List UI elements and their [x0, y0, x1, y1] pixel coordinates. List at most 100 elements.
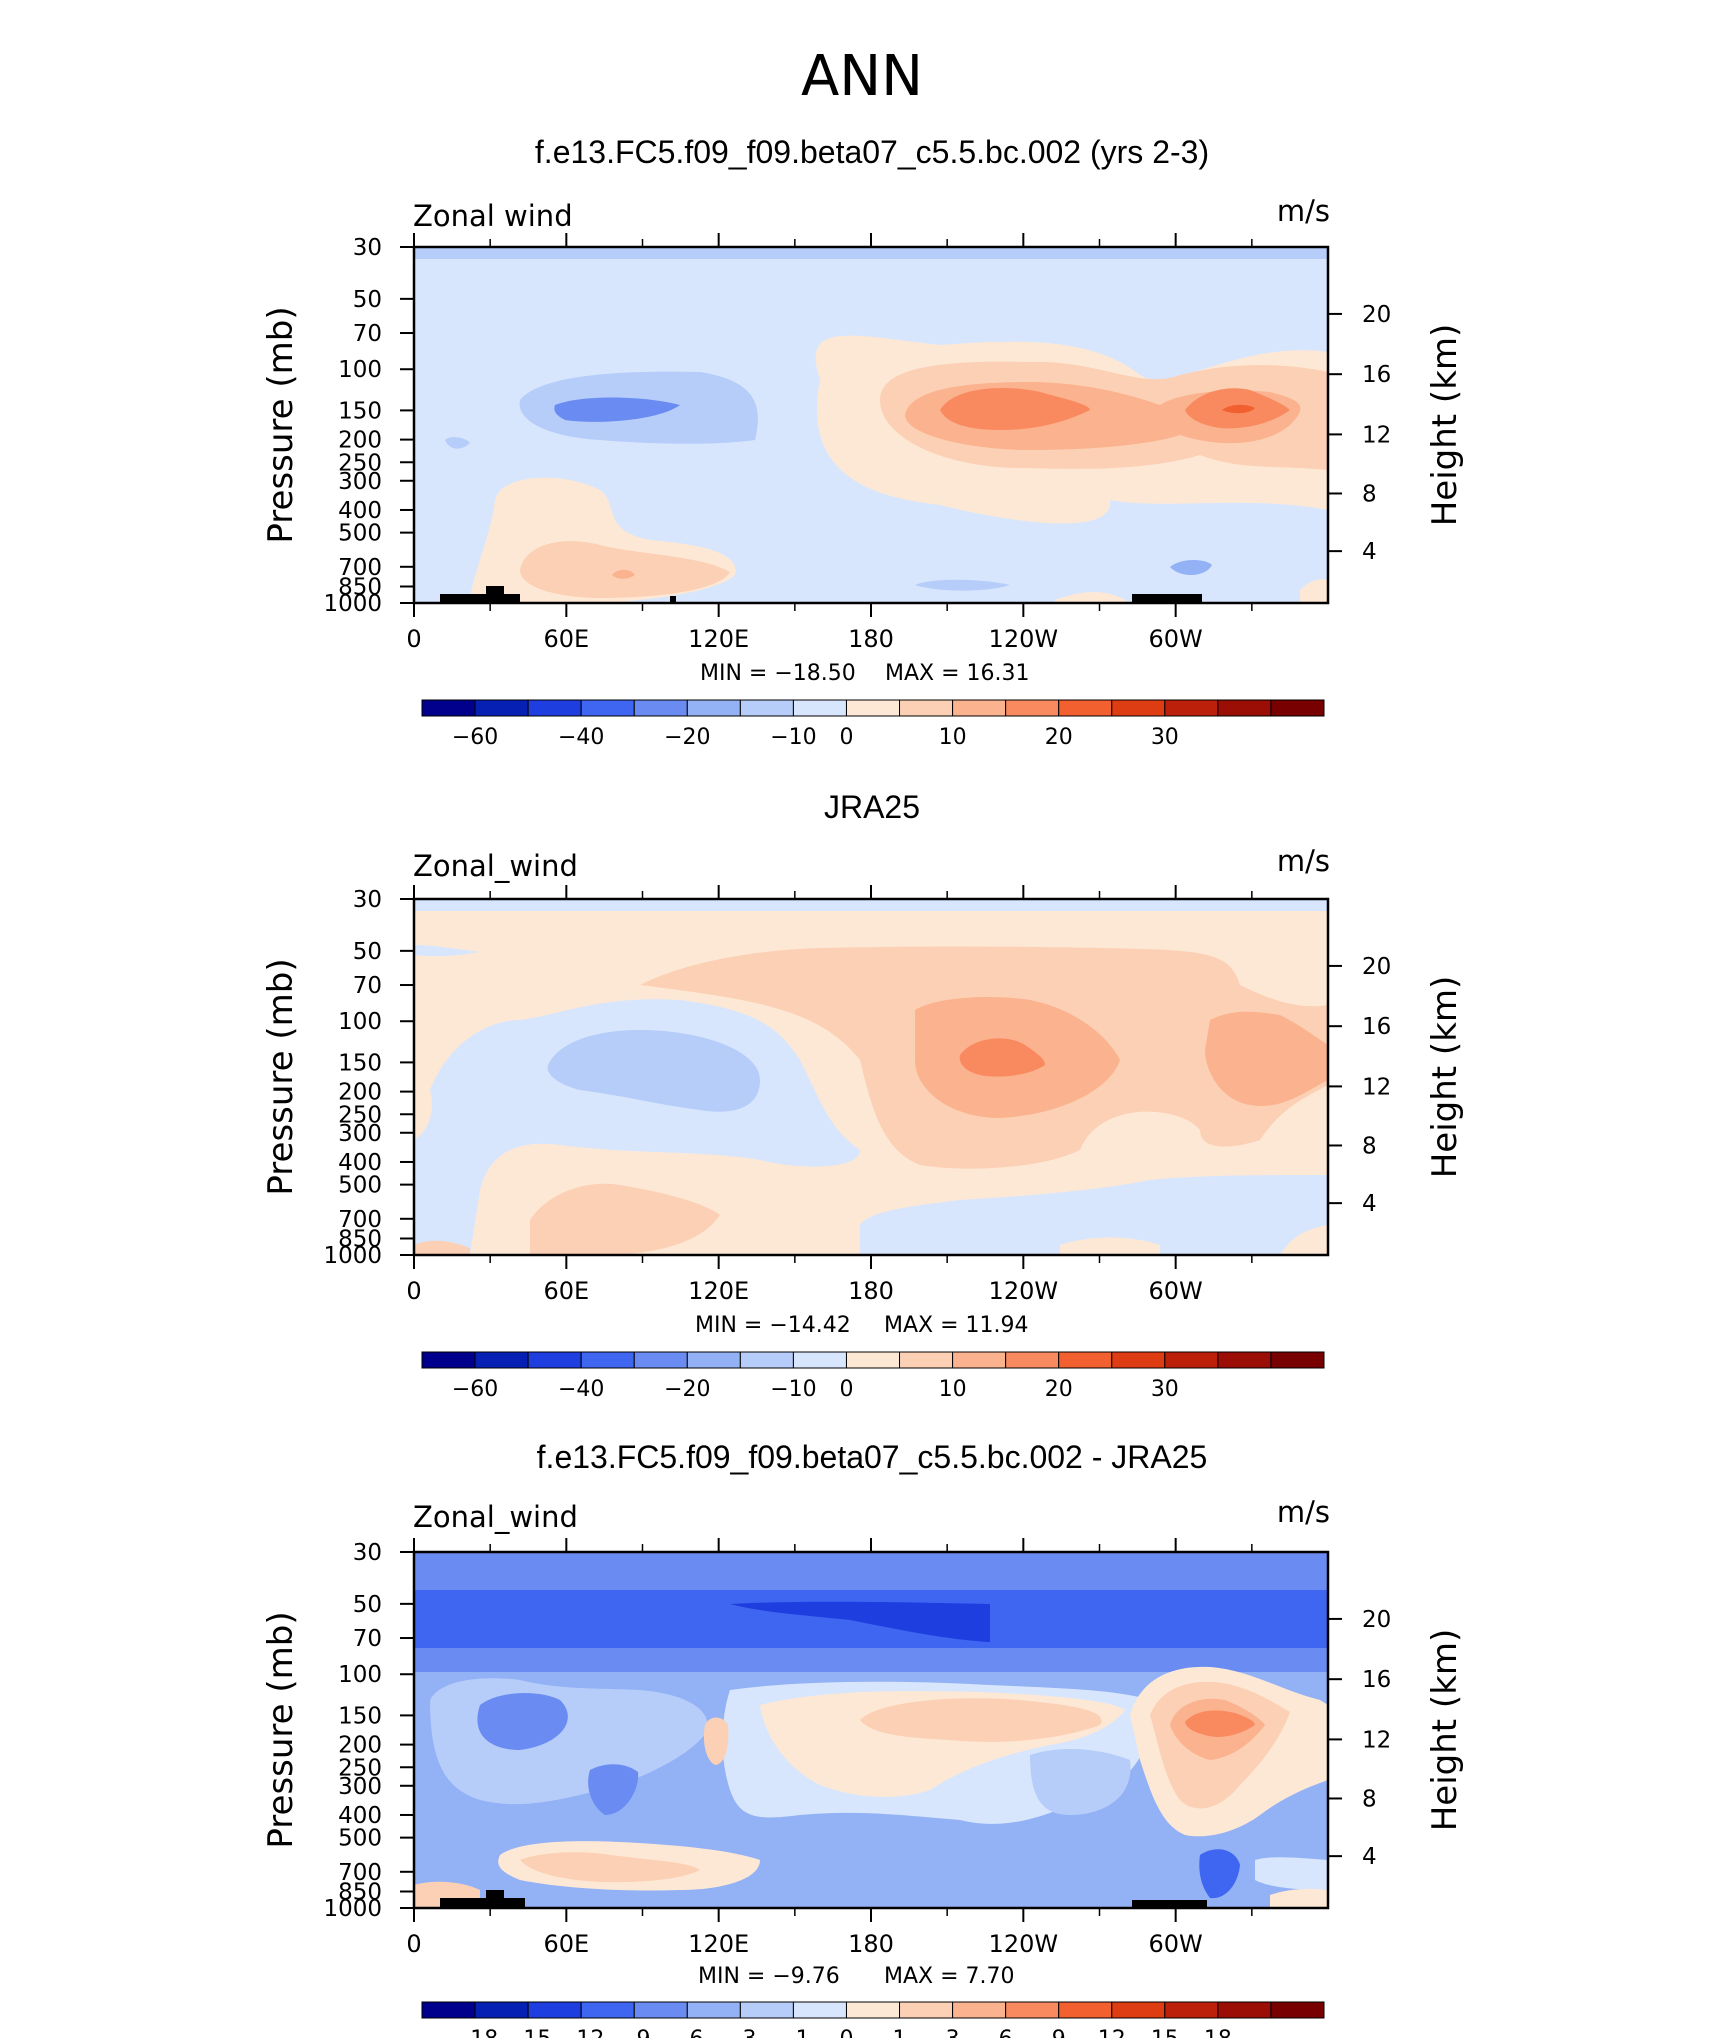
colorbar-swatch	[1270, 699, 1325, 717]
colorbar-tick-label: 9	[1052, 2027, 1066, 2038]
colorbar-swatch	[1058, 699, 1113, 717]
y-tick-label: 1000	[323, 591, 382, 617]
y-tick-label: 100	[338, 1009, 382, 1035]
colorbar-swatch	[1164, 2001, 1219, 2019]
units-label: m/s	[1277, 844, 1330, 878]
colorbar-tick-label: 10	[939, 1377, 967, 1402]
colorbar: −18 −15 −12 −9 −6 −3 −1 0 1 3 6 9 12 15 18	[421, 2001, 1325, 2038]
y-right-tick-label: 16	[1362, 1014, 1391, 1040]
colorbar-tick-label: 12	[1098, 2027, 1126, 2038]
colorbar-swatch	[845, 1351, 901, 1369]
colorbar-swatch	[1217, 1351, 1272, 1369]
y-right-tick-label: 8	[1362, 481, 1377, 507]
panel-observations: JRA25 Zonal_wind m/s 0 60E 120E 180 120W 60W 3…	[261, 789, 1465, 1402]
y-right-tick-label: 12	[1362, 1727, 1391, 1753]
panel-title: JRA25	[824, 789, 920, 825]
units-label: m/s	[1277, 1495, 1330, 1529]
x-tick-label: 60W	[1149, 1930, 1203, 1958]
colorbar-swatch	[580, 2001, 635, 2019]
colorbar-swatch	[1217, 699, 1272, 717]
colorbar-tick-label: −6	[671, 2027, 703, 2038]
y-tick-label: 700	[338, 555, 382, 581]
colorbar-swatch	[1111, 1351, 1166, 1369]
colorbar-swatch	[1111, 2001, 1166, 2019]
y-tick-label: 70	[353, 1626, 382, 1652]
y-tick-label: 100	[338, 1662, 382, 1688]
y-axis-title: Pressure (mb)	[261, 306, 301, 543]
colorbar-swatch	[527, 1351, 582, 1369]
colorbar-swatch	[792, 699, 847, 717]
x-tick-label: 60E	[543, 625, 589, 653]
y-right-axis-title: Height (km)	[1425, 976, 1465, 1179]
colorbar-tick-label: 30	[1151, 725, 1179, 750]
y-right-tick-label: 8	[1362, 1133, 1377, 1159]
colorbar-swatch	[1164, 1351, 1219, 1369]
colorbar-swatch	[421, 2001, 476, 2019]
y-right-tick-label: 16	[1362, 362, 1391, 388]
colorbar-tick-label: −10	[770, 725, 816, 750]
colorbar-swatch	[1005, 2001, 1060, 2019]
y-tick-label: 1000	[323, 1243, 382, 1269]
colorbar-tick-label: 3	[946, 2027, 960, 2038]
colorbar-swatch	[1005, 1351, 1060, 1369]
y-tick-label: 150	[338, 398, 382, 424]
colorbar-swatch	[1270, 2001, 1325, 2019]
variable-label: Zonal wind	[413, 199, 573, 233]
colorbar-swatch	[1111, 699, 1166, 717]
y-tick-label: 30	[353, 235, 382, 261]
x-tick-label: 0	[406, 625, 421, 653]
y-right-tick-label: 20	[1362, 1607, 1391, 1633]
y-right-axis-title: Height (km)	[1425, 1629, 1465, 1832]
colorbar-tick-label: 10	[939, 725, 967, 750]
colorbar-swatch	[1217, 2001, 1272, 2019]
colorbar-swatch	[899, 699, 954, 717]
variable-label: Zonal_wind	[413, 1500, 578, 1534]
y-tick-label: 850	[338, 575, 382, 601]
y-tick-label: 700	[338, 1207, 382, 1233]
colorbar-tick-label: −60	[452, 725, 498, 750]
y-tick-label: 850	[338, 1880, 382, 1906]
colorbar-swatch	[527, 2001, 582, 2019]
y-tick-label: 150	[338, 1050, 382, 1076]
y-tick-label: 70	[353, 973, 382, 999]
y-tick-label: 400	[338, 1150, 382, 1176]
y-tick-label: 1000	[323, 1896, 382, 1922]
y-tick-label: 70	[353, 321, 382, 347]
colorbar-swatch	[1058, 2001, 1113, 2019]
y-right-tick-label: 8	[1362, 1786, 1377, 1812]
panel-model: f.e13.FC5.f09_f09.beta07_c5.5.bc.002 (yr…	[261, 134, 1465, 750]
y-tick-label: 30	[353, 887, 382, 913]
x-tick-label: 180	[848, 1277, 894, 1305]
y-tick-label: 850	[338, 1227, 382, 1253]
colorbar-tick-label: 1	[893, 2027, 907, 2038]
min-label: MIN = −9.76	[698, 1964, 840, 1989]
colorbar-tick-label: −1	[777, 2027, 809, 2038]
y-tick-label: 500	[338, 1173, 382, 1199]
y-tick-label: 500	[338, 521, 382, 547]
max-label: MAX = 16.31	[885, 661, 1030, 686]
colorbar-swatch	[792, 2001, 847, 2019]
colorbar: −60 −40 −20 −10 0 10 20 30	[421, 1351, 1325, 1402]
panel-difference: f.e13.FC5.f09_f09.beta07_c5.5.bc.002 - J…	[261, 1439, 1465, 2038]
colorbar-tick-label: 0	[839, 1377, 853, 1402]
x-tick-label: 120E	[688, 1930, 749, 1958]
colorbar-swatch	[686, 2001, 741, 2019]
x-tick-label: 120W	[989, 625, 1059, 653]
colorbar-tick-label: −20	[664, 1377, 710, 1402]
colorbar-swatch	[633, 2001, 688, 2019]
y-axis-title: Pressure (mb)	[261, 1611, 301, 1848]
x-tick-label: 120E	[688, 1277, 749, 1305]
colorbar-swatch	[686, 699, 741, 717]
colorbar-swatch	[845, 699, 901, 717]
colorbar-swatch	[633, 1351, 688, 1369]
y-tick-label: 250	[338, 1755, 382, 1781]
y-axis-title: Pressure (mb)	[261, 958, 301, 1195]
x-tick-label: 60E	[543, 1930, 589, 1958]
contour-field	[414, 247, 1328, 603]
max-label: MAX = 7.70	[884, 1964, 1015, 1989]
colorbar-swatch	[686, 1351, 741, 1369]
y-right-tick-label: 4	[1362, 539, 1377, 565]
